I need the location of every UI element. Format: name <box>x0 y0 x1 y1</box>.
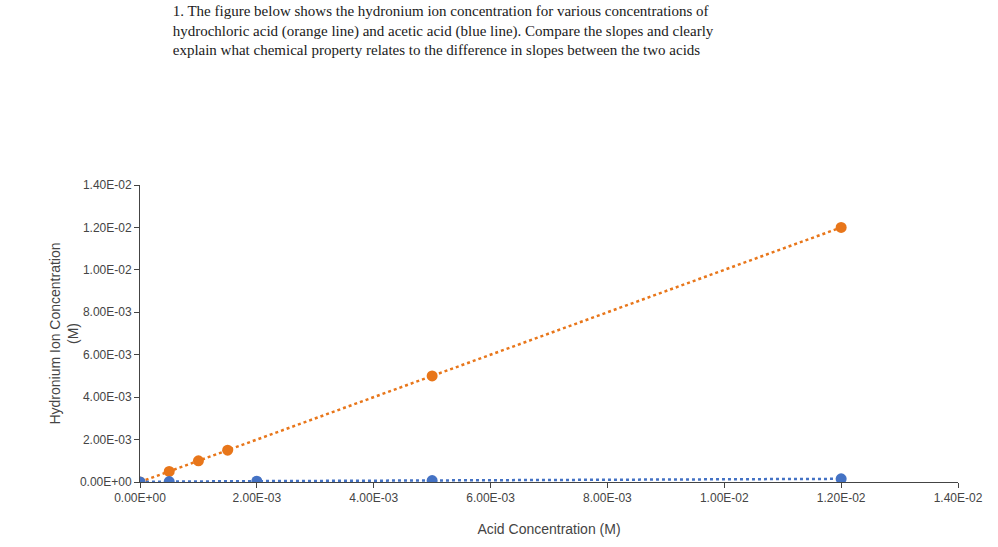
svg-text:Acid Concentration (M): Acid Concentration (M) <box>477 521 620 537</box>
svg-text:Hydronium Ion Concentration(M): Hydronium Ion Concentration(M) <box>47 242 81 424</box>
svg-text:1.00E-02: 1.00E-02 <box>700 491 749 505</box>
svg-text:1.40E-02: 1.40E-02 <box>934 491 983 505</box>
svg-text:1.20E-02: 1.20E-02 <box>817 491 866 505</box>
svg-text:4.00E-03: 4.00E-03 <box>349 491 398 505</box>
svg-text:8.00E-03: 8.00E-03 <box>583 491 632 505</box>
svg-text:0.00E+00: 0.00E+00 <box>114 491 166 505</box>
svg-text:2.00E-03: 2.00E-03 <box>233 491 282 505</box>
svg-text:8.00E-03: 8.00E-03 <box>83 305 132 319</box>
svg-text:4.00E-03: 4.00E-03 <box>83 390 132 404</box>
svg-text:1. The figure below shows the: 1. The figure below shows the hydronium … <box>173 3 714 58</box>
svg-text:6.00E-03: 6.00E-03 <box>466 491 515 505</box>
svg-text:1.40E-02: 1.40E-02 <box>83 178 132 192</box>
svg-text:2.00E-03: 2.00E-03 <box>83 433 132 447</box>
svg-text:1.20E-02: 1.20E-02 <box>83 221 132 235</box>
svg-text:6.00E-03: 6.00E-03 <box>83 348 132 362</box>
svg-text:0.00E+00: 0.00E+00 <box>80 475 132 489</box>
svg-text:1.00E-02: 1.00E-02 <box>83 263 132 277</box>
